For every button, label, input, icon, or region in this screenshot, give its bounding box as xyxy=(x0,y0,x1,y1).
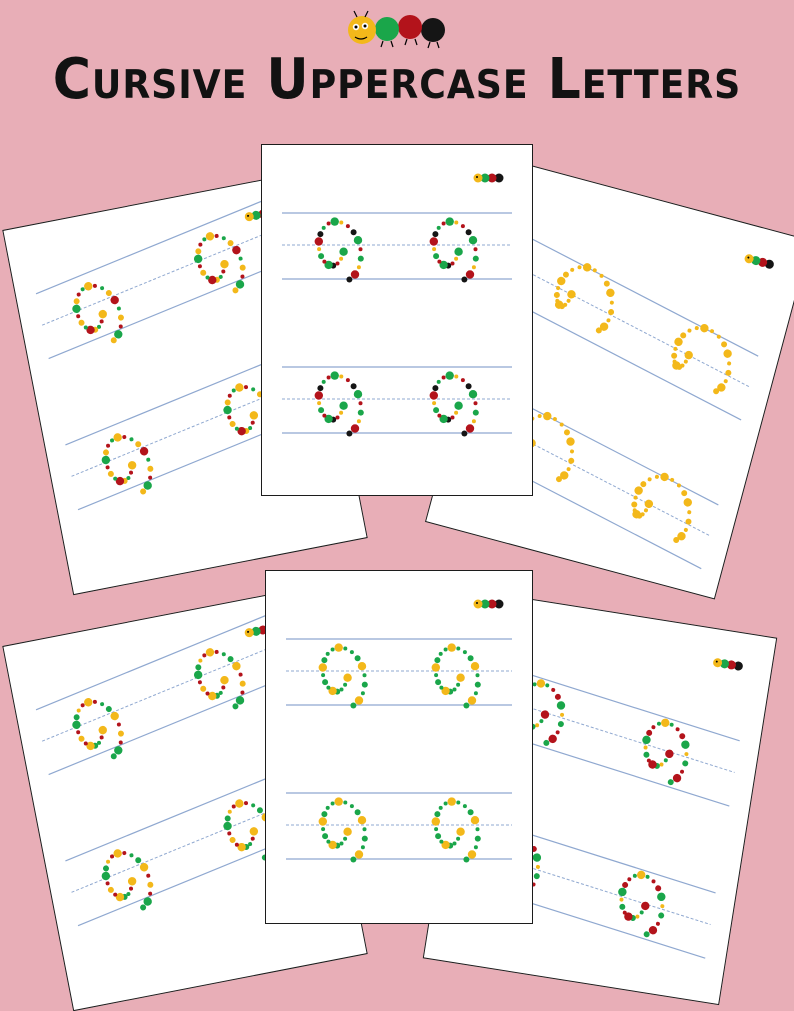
midline xyxy=(71,376,316,477)
tracing-dots xyxy=(431,643,481,709)
tracing-dots xyxy=(101,849,154,911)
caterpillar-icon xyxy=(473,599,504,609)
tracing-dots xyxy=(553,263,615,334)
tracing-dots xyxy=(72,698,124,760)
top-guide-line xyxy=(523,234,759,357)
midline xyxy=(461,845,711,926)
tracing-dots xyxy=(631,472,692,543)
caterpillar-icon xyxy=(473,173,504,183)
tracing-dots xyxy=(314,217,364,283)
baseline xyxy=(48,258,293,360)
caterpillar-icon xyxy=(744,254,774,269)
worksheet-top-center xyxy=(261,144,533,496)
midline xyxy=(71,792,316,893)
worksheet-bottom-center xyxy=(265,570,533,924)
top-guide-line xyxy=(35,193,280,295)
baseline xyxy=(506,297,742,421)
tracing-dots xyxy=(431,797,481,863)
tracing-dots xyxy=(314,371,364,437)
midline xyxy=(475,413,711,537)
top-guide-line xyxy=(35,609,280,711)
tracing-dots xyxy=(318,797,368,863)
midline xyxy=(515,265,751,388)
tracing-dots xyxy=(318,643,368,709)
tracing-dots xyxy=(618,870,666,938)
tracing-dots xyxy=(101,433,154,495)
tracing-dots xyxy=(72,282,124,344)
tracing-dots xyxy=(642,718,690,786)
tracing-dots xyxy=(429,371,479,437)
tracing-dots xyxy=(429,217,479,283)
tracing-dots xyxy=(193,232,246,294)
midline xyxy=(41,224,286,326)
tracing-dots xyxy=(193,648,246,710)
caterpillar-icon xyxy=(713,658,743,671)
baseline xyxy=(48,674,293,776)
tracing-dots xyxy=(671,323,732,395)
midline xyxy=(41,640,286,742)
page-title: Cursive Uppercase Letters xyxy=(52,47,742,112)
caterpillar-logo-icon xyxy=(348,10,445,49)
midline xyxy=(485,693,735,773)
